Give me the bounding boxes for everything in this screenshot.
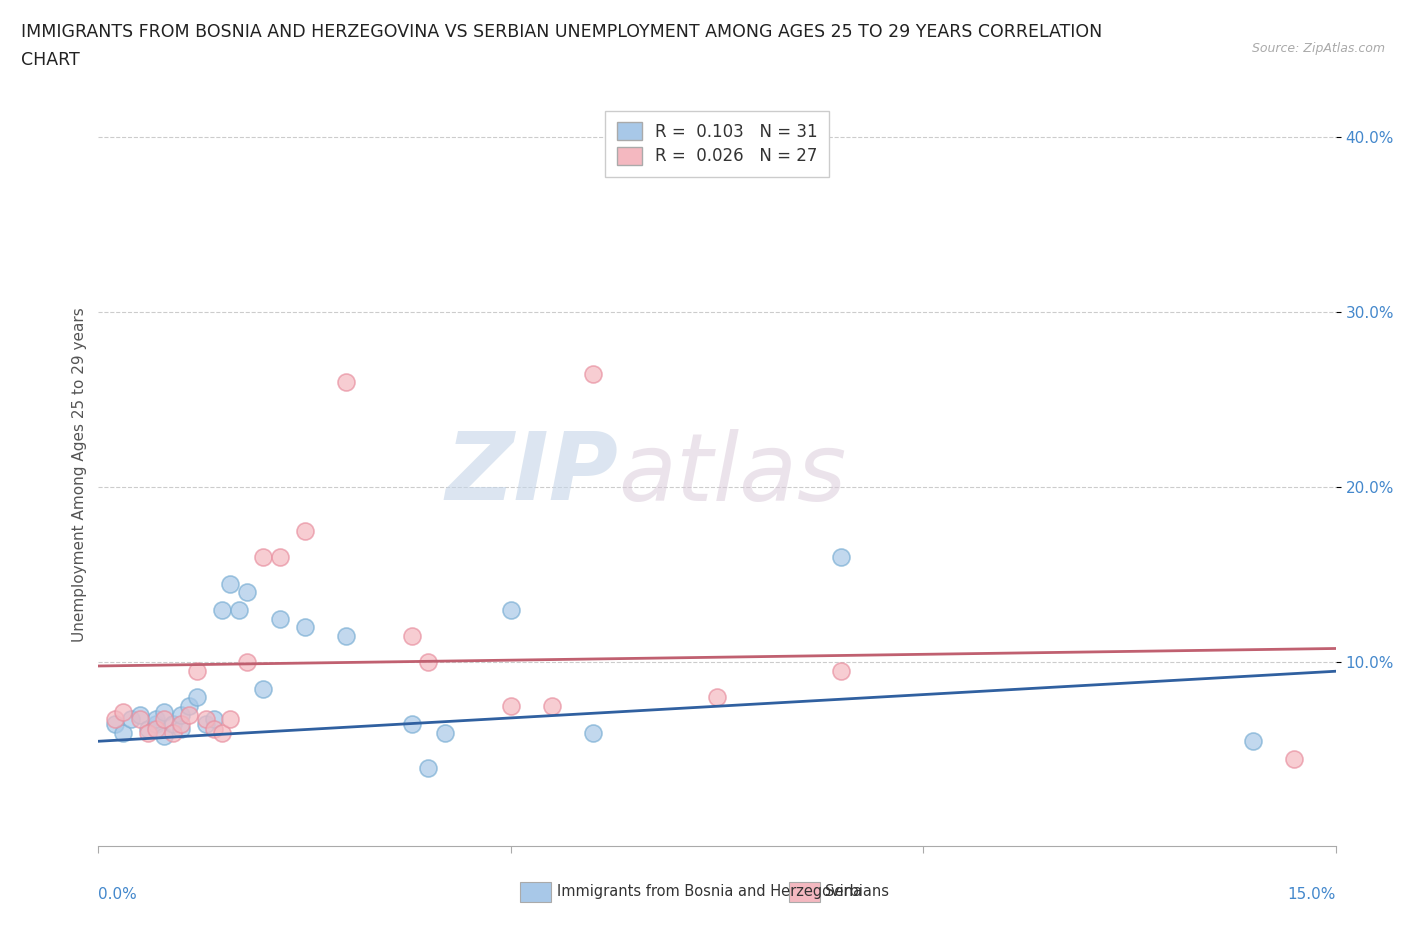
Text: atlas: atlas bbox=[619, 429, 846, 520]
Point bbox=[1284, 751, 1306, 766]
Point bbox=[582, 725, 605, 740]
Point bbox=[582, 366, 605, 381]
Text: Immigrants from Bosnia and Herzegovina: Immigrants from Bosnia and Herzegovina bbox=[557, 884, 862, 899]
Point bbox=[162, 725, 184, 740]
Point bbox=[418, 655, 440, 670]
Text: ZIP: ZIP bbox=[446, 429, 619, 520]
Point bbox=[335, 629, 357, 644]
Point bbox=[202, 722, 225, 737]
Point bbox=[228, 603, 250, 618]
Point bbox=[104, 716, 127, 731]
Point bbox=[194, 711, 217, 726]
Point bbox=[112, 704, 135, 719]
Text: 15.0%: 15.0% bbox=[1288, 887, 1336, 902]
Text: IMMIGRANTS FROM BOSNIA AND HERZEGOVINA VS SERBIAN UNEMPLOYMENT AMONG AGES 25 TO : IMMIGRANTS FROM BOSNIA AND HERZEGOVINA V… bbox=[21, 23, 1102, 41]
Point bbox=[269, 611, 291, 626]
Point bbox=[541, 698, 564, 713]
Point bbox=[145, 711, 167, 726]
Point bbox=[830, 550, 852, 565]
Point bbox=[830, 664, 852, 679]
Point bbox=[499, 698, 522, 713]
Point bbox=[252, 682, 274, 697]
Point bbox=[112, 725, 135, 740]
Point bbox=[104, 711, 127, 726]
Point bbox=[170, 708, 193, 723]
Point bbox=[194, 716, 217, 731]
Text: CHART: CHART bbox=[21, 51, 80, 69]
Point bbox=[236, 585, 259, 600]
Point bbox=[294, 524, 316, 538]
Point bbox=[211, 603, 233, 618]
Point bbox=[418, 760, 440, 775]
Text: 0.0%: 0.0% bbox=[98, 887, 138, 902]
Point bbox=[1241, 734, 1264, 749]
Point bbox=[136, 725, 159, 740]
Point bbox=[202, 711, 225, 726]
Point bbox=[294, 620, 316, 635]
Point bbox=[179, 698, 201, 713]
Legend: R =  0.103   N = 31, R =  0.026   N = 27: R = 0.103 N = 31, R = 0.026 N = 27 bbox=[605, 111, 830, 177]
Point bbox=[236, 655, 259, 670]
Point bbox=[186, 690, 208, 705]
Point bbox=[401, 629, 423, 644]
Point bbox=[179, 708, 201, 723]
Y-axis label: Unemployment Among Ages 25 to 29 years: Unemployment Among Ages 25 to 29 years bbox=[72, 307, 87, 642]
Point bbox=[252, 550, 274, 565]
Point bbox=[153, 704, 176, 719]
Point bbox=[219, 577, 242, 591]
Point bbox=[211, 725, 233, 740]
Point bbox=[128, 708, 150, 723]
Point bbox=[335, 375, 357, 390]
Point bbox=[186, 664, 208, 679]
Point bbox=[145, 716, 167, 731]
Point bbox=[153, 711, 176, 726]
Point bbox=[136, 722, 159, 737]
Point bbox=[269, 550, 291, 565]
Point bbox=[120, 711, 142, 726]
Point bbox=[219, 711, 242, 726]
Point bbox=[145, 722, 167, 737]
Point bbox=[153, 728, 176, 743]
Point bbox=[170, 722, 193, 737]
Text: Serbians: Serbians bbox=[825, 884, 890, 899]
Point bbox=[162, 716, 184, 731]
Point bbox=[128, 711, 150, 726]
Text: Source: ZipAtlas.com: Source: ZipAtlas.com bbox=[1251, 42, 1385, 55]
Point bbox=[706, 690, 728, 705]
Point bbox=[401, 716, 423, 731]
Point bbox=[170, 716, 193, 731]
Point bbox=[499, 603, 522, 618]
Point bbox=[433, 725, 456, 740]
